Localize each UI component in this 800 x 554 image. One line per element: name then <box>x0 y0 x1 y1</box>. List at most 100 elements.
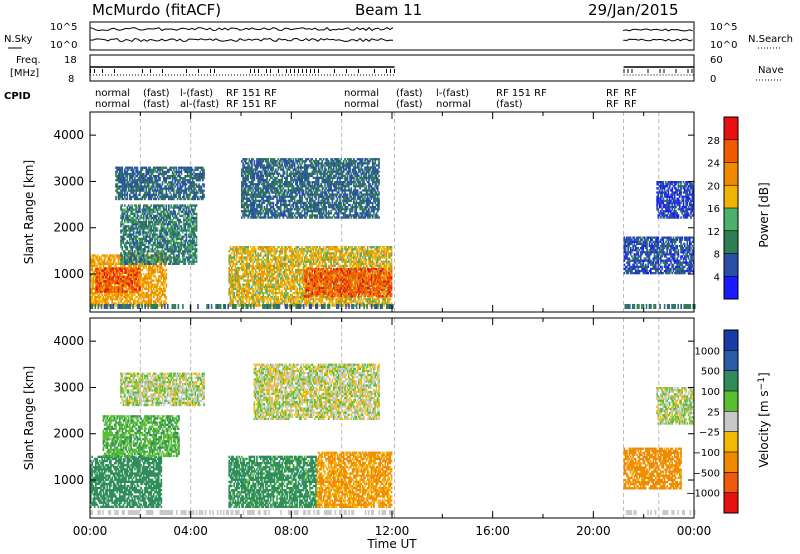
power-cell-r0 <box>156 293 159 297</box>
power-cell-r2 <box>155 246 158 249</box>
power-cell-r2 <box>181 254 184 257</box>
power-cell-r4 <box>261 266 263 270</box>
power-cell-r4 <box>277 275 280 278</box>
power-cell-r2 <box>130 235 132 238</box>
power-cell-r4 <box>266 260 268 263</box>
power-cell-r2 <box>147 225 150 228</box>
freq-dot <box>198 69 199 73</box>
power-cell-r3 <box>124 170 126 174</box>
power-cell-r2 <box>170 256 173 259</box>
power-cell-r2 <box>169 216 171 220</box>
power-cell-r4 <box>297 256 300 259</box>
power-cell-r4 <box>280 264 282 268</box>
power-cell-r2 <box>178 241 180 245</box>
power-cell-r2 <box>184 248 187 251</box>
power-cell-r2 <box>193 208 195 211</box>
power-cell-r3 <box>122 193 125 196</box>
power-cell-r2 <box>191 246 194 249</box>
power-cell-r4 <box>285 258 287 261</box>
power-cell-r1 <box>131 284 134 287</box>
power-cell-r4 <box>261 291 263 295</box>
power-cell-r0 <box>136 260 139 263</box>
power-cell-r4 <box>298 302 301 305</box>
power-cell-r0 <box>90 279 92 282</box>
power-cell-r3 <box>129 183 131 186</box>
power-cell-r0 <box>129 302 131 305</box>
power-cell-r2 <box>166 258 169 261</box>
power-cell-r1 <box>100 282 102 285</box>
power-cell-r4 <box>273 291 276 295</box>
power-cell-r4 <box>290 300 292 303</box>
power-cell-r2 <box>142 225 145 228</box>
power-cell-r2 <box>121 208 124 211</box>
power-cell-r2 <box>163 258 165 261</box>
power-cell-r4 <box>268 250 271 253</box>
power-cell-r4 <box>267 254 270 257</box>
power-cell-r2 <box>157 241 160 245</box>
power-cell-r1 <box>106 273 109 277</box>
power-cell-r3 <box>146 191 149 194</box>
power-cell-r4 <box>237 273 239 276</box>
power-cell-r0 <box>137 254 140 257</box>
power-cell-r2 <box>174 246 176 249</box>
power-cell-r2 <box>168 248 170 251</box>
power-cell-r1 <box>135 271 137 274</box>
power-cell-r3 <box>190 189 193 192</box>
power-cell-r2 <box>195 218 198 222</box>
power-cell-r0 <box>108 254 111 257</box>
power-cell-r3 <box>178 189 180 192</box>
power-cell-r3 <box>129 185 131 188</box>
power-cell-r4 <box>293 277 296 280</box>
power-cell-r1 <box>139 286 141 289</box>
power-cell-r2 <box>191 231 194 234</box>
power-cell-r0 <box>92 275 95 278</box>
power-cell-r2 <box>127 256 130 259</box>
power-cell-r3 <box>131 170 134 174</box>
power-cell-r4 <box>230 266 233 270</box>
power-cell-r2 <box>146 256 149 259</box>
power-cell-r3 <box>165 189 168 192</box>
power-cell-r2 <box>185 237 188 240</box>
power-cell-r3 <box>199 191 202 194</box>
power-cell-r2 <box>131 239 134 243</box>
power-cell-r4 <box>246 248 248 251</box>
power-cell-r2 <box>144 227 146 230</box>
power-cell-r4 <box>238 285 241 288</box>
power-cell-r1 <box>108 271 111 274</box>
power-cell-r3 <box>144 181 146 184</box>
power-cell-r4 <box>307 260 310 263</box>
power-cell-r4 <box>288 296 291 299</box>
power-cell-r0 <box>150 289 153 293</box>
power-cell-r4 <box>266 289 268 293</box>
power-cell-r4 <box>253 260 256 263</box>
power-cell-r3 <box>166 170 169 174</box>
power-cell-r2 <box>142 254 145 257</box>
power-cell-r4 <box>263 298 266 301</box>
power-cell-r1 <box>118 271 121 274</box>
power-cell-r0 <box>151 268 154 272</box>
power-cell-r0 <box>155 285 158 288</box>
power-cell-r1 <box>111 267 114 270</box>
power-cell-r4 <box>291 250 293 253</box>
power-cell-r0 <box>91 281 93 284</box>
power-cell-r2 <box>186 243 189 247</box>
power-cell-r1 <box>108 273 111 277</box>
power-cell-r3 <box>180 166 183 169</box>
power-cell-r2 <box>161 243 164 247</box>
power-cell-r3 <box>116 191 119 194</box>
cpid-row1-seg4: RF 151 RF <box>226 88 277 99</box>
power-cell-r2 <box>179 225 181 228</box>
power-cell-r2 <box>145 237 148 240</box>
power-cell-r3 <box>195 183 198 186</box>
power-cell-r4 <box>232 298 234 301</box>
power-cell-r4 <box>293 254 296 257</box>
power-cell-r2 <box>129 250 131 253</box>
power-cell-r0 <box>103 291 106 295</box>
power-cell-r2 <box>173 248 175 251</box>
freq-dot <box>627 69 629 73</box>
power-cell-r0 <box>103 302 106 305</box>
power-cell-r2 <box>130 204 132 207</box>
power-cell-r2 <box>174 204 176 207</box>
power-cell-r1 <box>106 284 109 287</box>
power-cell-r0 <box>101 293 103 297</box>
